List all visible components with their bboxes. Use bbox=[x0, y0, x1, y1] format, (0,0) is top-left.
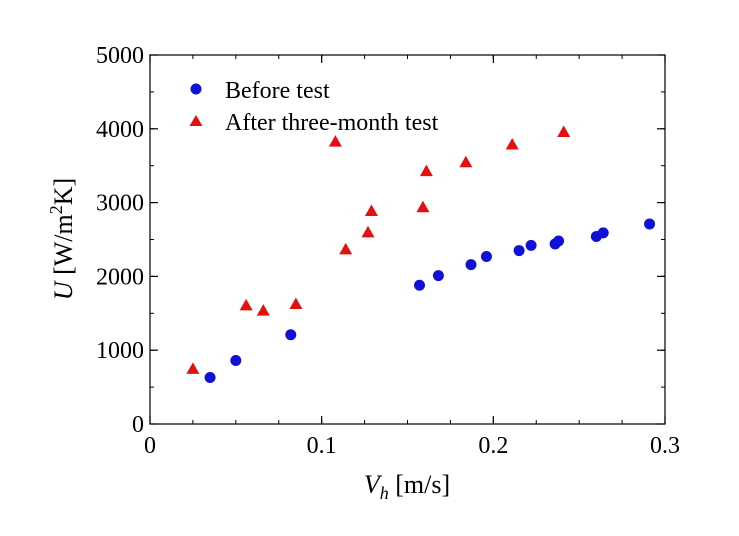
data-point-before-test bbox=[285, 329, 297, 341]
y-tick-label: 4000 bbox=[96, 117, 144, 143]
data-point-before-test bbox=[553, 235, 565, 247]
data-point-after-test bbox=[459, 155, 473, 168]
legend-marker-before bbox=[190, 83, 202, 95]
y-axis-superscript: 2 bbox=[46, 205, 66, 214]
y-tick-label: 5000 bbox=[96, 43, 144, 69]
data-point-after-test bbox=[256, 304, 270, 316]
data-point-after-test bbox=[328, 135, 342, 147]
tick-labels: 0 0.1 0.2 0.3 0 1000 2000 3000 4000 5000 bbox=[96, 43, 680, 459]
data-point-before-test bbox=[230, 355, 242, 367]
data-point-before-test bbox=[465, 259, 477, 271]
legend: Before test After three-month test bbox=[189, 78, 439, 136]
data-point-after-test bbox=[416, 200, 430, 213]
data-point-before-test bbox=[513, 245, 525, 257]
x-tick-label: 0.1 bbox=[307, 433, 337, 459]
data-point-before-test bbox=[204, 372, 216, 384]
x-tick-label: 0 bbox=[144, 433, 156, 459]
x-tick-label: 0.3 bbox=[650, 433, 680, 459]
data-point-before-test bbox=[414, 279, 426, 291]
data-point-after-test bbox=[364, 204, 378, 216]
data-point-before-test bbox=[480, 250, 492, 262]
y-tick-label: 2000 bbox=[96, 264, 144, 290]
data-point-before-test bbox=[597, 227, 609, 239]
data-point-before-test bbox=[644, 218, 656, 230]
y-axis-unit-pre: [W/m bbox=[49, 214, 78, 281]
y-tick-label: 0 bbox=[132, 412, 144, 438]
legend-label-before: Before test bbox=[225, 78, 330, 104]
data-point-after-test bbox=[339, 242, 353, 255]
x-axis-label: Vh [m/s] bbox=[364, 470, 450, 503]
data-point-after-test bbox=[557, 125, 571, 137]
data-point-after-test bbox=[361, 225, 375, 238]
data-point-after-test bbox=[505, 138, 519, 150]
y-axis-label: U [W/m2K] bbox=[46, 178, 78, 300]
data-point-after-test bbox=[186, 362, 200, 374]
x-axis-unit: [m/s] bbox=[389, 470, 450, 499]
y-tick-label: 1000 bbox=[96, 338, 144, 364]
legend-marker-after bbox=[189, 115, 203, 126]
y-axis-unit-post: K] bbox=[49, 178, 78, 205]
data-point-before-test bbox=[525, 239, 537, 251]
x-axis-subscript: h bbox=[380, 483, 389, 503]
data-point-before-test bbox=[432, 270, 444, 282]
data-point-after-test bbox=[289, 297, 303, 309]
y-tick-label: 3000 bbox=[96, 191, 144, 217]
legend-label-after: After three-month test bbox=[225, 110, 439, 136]
data-point-after-test bbox=[239, 298, 253, 311]
x-tick-label: 0.2 bbox=[478, 433, 508, 459]
y-axis-variable: U bbox=[49, 279, 78, 300]
data-point-after-test bbox=[419, 164, 433, 177]
data-markers bbox=[186, 125, 656, 384]
plot-frame bbox=[149, 54, 666, 425]
x-axis-variable: V bbox=[364, 470, 383, 499]
